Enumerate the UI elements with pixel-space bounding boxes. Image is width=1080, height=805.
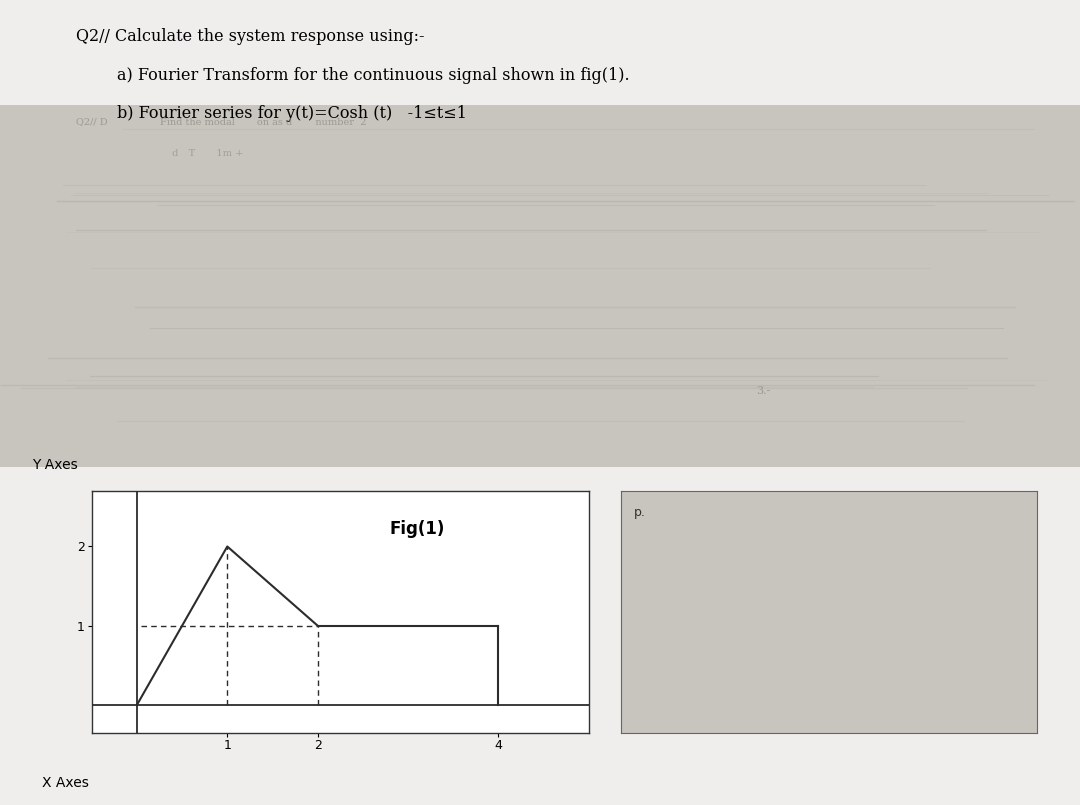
Text: p.: p. [634, 506, 646, 518]
Text: b) Fourier series for y(t)=Cosh (t)   -1≤t≤1: b) Fourier series for y(t)=Cosh (t) -1≤t… [76, 105, 467, 122]
Text: Y Axes: Y Axes [32, 458, 78, 472]
Text: d    T          1m +: d T 1m + [151, 149, 244, 158]
Text: Q2// D                         Find the modal           on as d           number: Q2// D Find the modal on as d number [76, 117, 366, 126]
Text: Q2// Calculate the system response using:-: Q2// Calculate the system response using… [76, 28, 424, 45]
Text: 3.-: 3.- [756, 386, 770, 396]
Text: X Axes: X Axes [42, 776, 89, 790]
Text: a) Fourier Transform for the continuous signal shown in fig(1).: a) Fourier Transform for the continuous … [76, 67, 630, 84]
Text: Fig(1): Fig(1) [390, 520, 445, 538]
